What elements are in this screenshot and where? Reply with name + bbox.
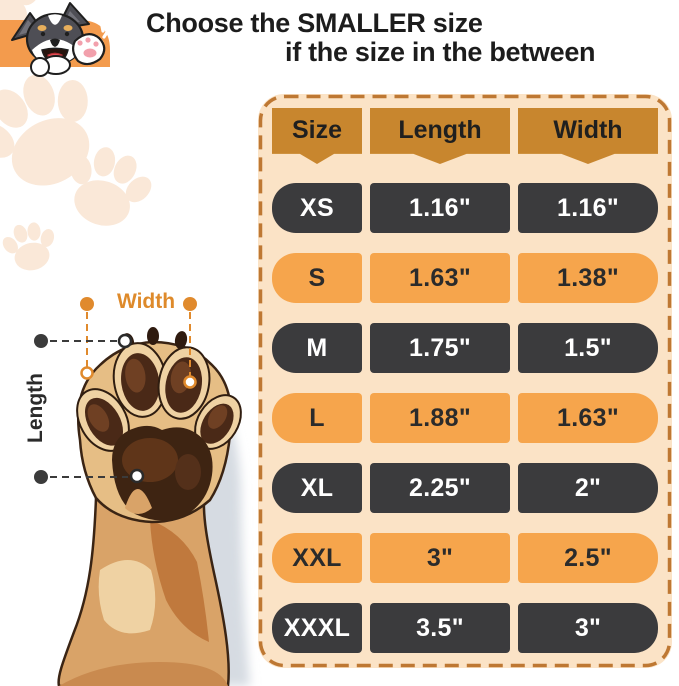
size-cell: S [272, 253, 362, 303]
width-cell: 3" [518, 603, 658, 653]
header-width: Width [518, 108, 658, 164]
size-cell: L [272, 393, 362, 443]
table-row-xs: XS 1.16" 1.16" [272, 183, 658, 233]
width-cell: 1.16" [518, 183, 658, 233]
title-line-1: Choose the SMALLER size [146, 8, 483, 38]
table-row-s: S 1.63" 1.38" [272, 253, 658, 303]
table-row-xxl: XXL 3" 2.5" [272, 533, 658, 583]
width-endpoint-dot [80, 297, 94, 311]
width-cell: 2" [518, 463, 658, 513]
length-label: Length [24, 373, 47, 443]
length-cell: 1.63" [370, 253, 510, 303]
width-cell: 2.5" [518, 533, 658, 583]
title-line-2: if the size in the between [285, 37, 596, 67]
width-endpoint-dot [183, 297, 197, 311]
table-row-l: L 1.88" 1.63" [272, 393, 658, 443]
width-cell: 1.5" [518, 323, 658, 373]
length-anchor-ring [129, 468, 145, 484]
paw-measurement-diagram: Width Length [0, 270, 262, 686]
dog-paw-illustration [34, 297, 250, 686]
length-endpoint-dot [34, 470, 48, 484]
size-table: Size Length Width XS 1.16" 1.16" S 1.63"… [258, 94, 672, 668]
length-cell: 2.25" [370, 463, 510, 513]
size-cell: M [272, 323, 362, 373]
size-cell: XXL [272, 533, 362, 583]
table-row-m: M 1.75" 1.5" [272, 323, 658, 373]
size-cell: XXXL [272, 603, 362, 653]
length-cell: 1.88" [370, 393, 510, 443]
table-row-xl: XL 2.25" 2" [272, 463, 658, 513]
length-measure-annotation [34, 333, 145, 484]
length-cell: 3" [370, 533, 510, 583]
width-cell: 1.38" [518, 253, 658, 303]
corgi-dog-waving-icon [0, 2, 111, 77]
length-cell: 1.16" [370, 183, 510, 233]
width-measure-annotation [80, 297, 197, 389]
size-cell: XS [272, 183, 362, 233]
header-length: Length [370, 108, 510, 164]
table-header-row: Size Length Width [272, 108, 658, 164]
table-row-xxxl: XXXL 3.5" 3" [272, 603, 658, 653]
width-anchor-ring [183, 375, 197, 389]
length-cell: 3.5" [370, 603, 510, 653]
size-cell: XL [272, 463, 362, 513]
width-cell: 1.63" [518, 393, 658, 443]
width-label: Width [116, 290, 176, 313]
length-cell: 1.75" [370, 323, 510, 373]
length-endpoint-dot [34, 334, 48, 348]
length-anchor-ring [117, 333, 133, 349]
width-anchor-ring [80, 366, 94, 380]
header-size: Size [272, 108, 362, 164]
paw-print-icon [0, 216, 64, 276]
